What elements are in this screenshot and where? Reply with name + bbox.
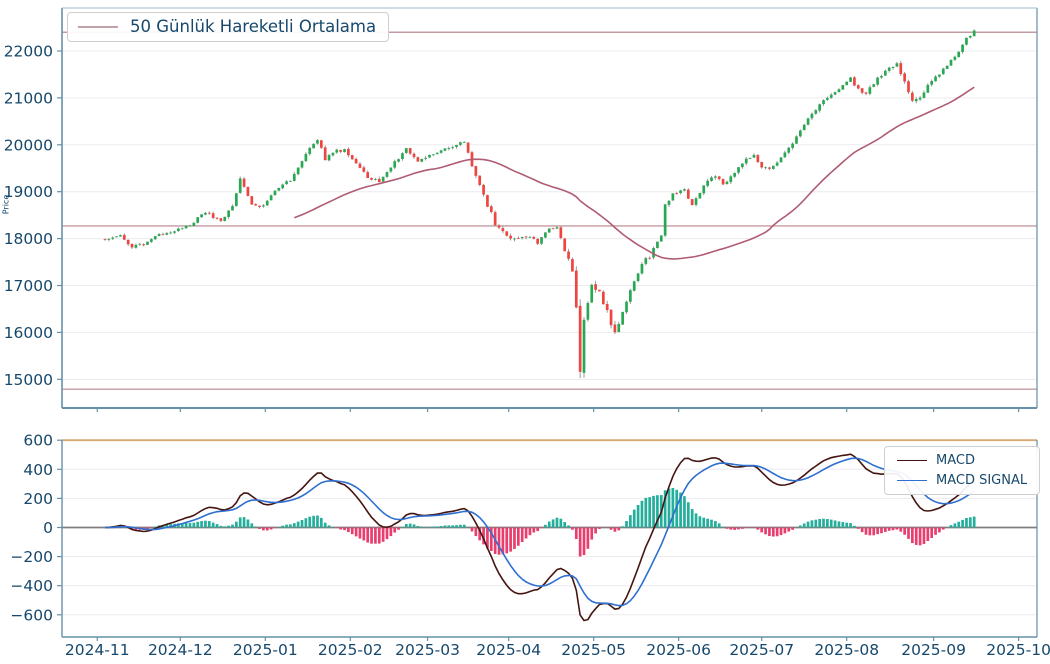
svg-text:−400: −400 — [10, 577, 53, 595]
macd-signal-legend-row: MACD SIGNAL — [897, 473, 1027, 488]
svg-text:22000: 22000 — [4, 43, 53, 61]
macd-legend-label: MACD — [936, 453, 975, 468]
svg-text:17000: 17000 — [4, 277, 53, 295]
svg-text:21000: 21000 — [4, 89, 53, 107]
svg-text:400: 400 — [23, 461, 53, 479]
svg-text:2024-11: 2024-11 — [65, 641, 130, 659]
ma-line-sample-icon — [78, 25, 118, 28]
macd-signal-line-sample-icon — [897, 480, 927, 481]
price-axis-label: Price — [1, 194, 11, 215]
svg-text:−600: −600 — [10, 606, 53, 624]
svg-text:16000: 16000 — [4, 324, 53, 342]
svg-text:19000: 19000 — [4, 183, 53, 201]
svg-text:2025-03: 2025-03 — [395, 641, 460, 659]
svg-text:2025-05: 2025-05 — [561, 641, 626, 659]
ma-legend: 50 Günlük Hareketli Ortalama — [67, 12, 390, 42]
macd-legend: MACD MACD SIGNAL — [884, 446, 1041, 495]
svg-text:2025-02: 2025-02 — [318, 641, 383, 659]
svg-text:18000: 18000 — [4, 230, 53, 248]
svg-text:200: 200 — [23, 490, 53, 508]
svg-text:2025-07: 2025-07 — [729, 641, 794, 659]
svg-text:2025-06: 2025-06 — [646, 641, 711, 659]
svg-text:2025-08: 2025-08 — [814, 641, 879, 659]
svg-text:2024-12: 2024-12 — [148, 641, 213, 659]
svg-text:20000: 20000 — [4, 136, 53, 154]
svg-text:600: 600 — [23, 432, 53, 450]
macd-legend-row: MACD — [897, 453, 975, 468]
macd-line-sample-icon — [897, 460, 927, 461]
macd-signal-legend-label: MACD SIGNAL — [936, 473, 1028, 488]
svg-text:2025-09: 2025-09 — [901, 641, 966, 659]
svg-text:2025-04: 2025-04 — [476, 641, 541, 659]
svg-text:2025-10: 2025-10 — [986, 641, 1050, 659]
svg-text:0: 0 — [43, 519, 53, 537]
svg-text:2025-01: 2025-01 — [233, 641, 298, 659]
svg-text:15000: 15000 — [4, 371, 53, 389]
svg-text:−200: −200 — [10, 548, 53, 566]
ma-legend-label: 50 Günlük Hareketli Ortalama — [130, 17, 377, 36]
